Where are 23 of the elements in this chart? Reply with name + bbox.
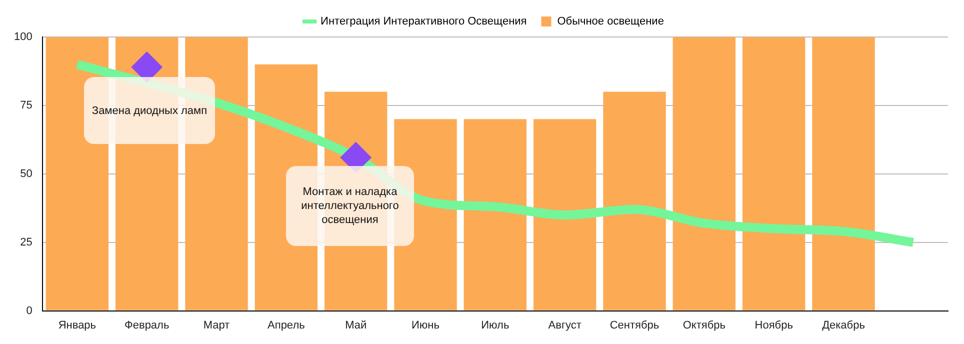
x-tick-label: Апрель [268, 319, 306, 332]
x-tick-label: Август [548, 319, 582, 332]
y-tick-label: 25 [20, 236, 32, 248]
y-tick-label: 0 [26, 304, 32, 317]
callout-box: Монтаж и наладка интеллектуального освещения [286, 166, 414, 246]
x-tick-label: Июнь [412, 319, 440, 332]
y-tick-label: 75 [20, 99, 32, 112]
y-tick-label: 100 [14, 31, 32, 44]
callout-box: Замена диодных ламп [84, 77, 215, 144]
x-tick-label: Март [203, 319, 230, 332]
x-tick-label: Декабрь [822, 319, 866, 332]
legend-label: Интеграция Интерактивного Освещения [320, 16, 527, 28]
x-tick-label: Октябрь [682, 319, 726, 332]
x-tick-label: Ноябрь [754, 319, 794, 332]
x-tick-label: Сентябрь [610, 319, 660, 332]
x-tick-label: Январь [58, 319, 96, 332]
x-tick-label: Май [345, 319, 367, 332]
x-tick-label: Июль [481, 319, 510, 332]
legend-label: Обычное освещение [557, 16, 664, 28]
annotation: Монтаж и наладка интеллектуального освещения [300, 185, 400, 227]
x-tick-label: Февраль [124, 319, 170, 332]
annotation: Замена диодных ламп [92, 104, 208, 118]
y-tick-label: 50 [20, 168, 32, 180]
